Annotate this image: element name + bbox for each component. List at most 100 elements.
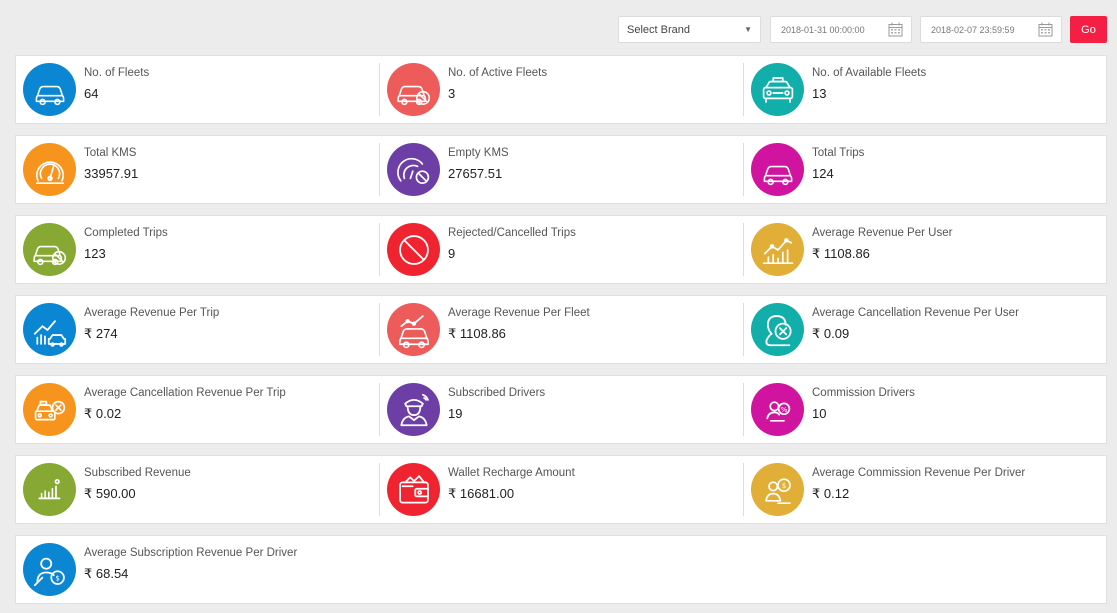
stat-value: ₹ 16681.00 [448, 486, 515, 501]
stat-value: 19 [448, 406, 463, 421]
stat-value: 27657.51 [448, 166, 503, 181]
stat-value: 124 [812, 166, 834, 181]
stats-row: Average Cancellation Revenue Per Trip ₹ 0… [15, 375, 1107, 444]
stat-value: 123 [84, 246, 106, 261]
stat-label: Average Revenue Per Fleet [448, 307, 590, 319]
stat-label: Subscribed Drivers [448, 387, 546, 399]
stat-text: Wallet Recharge Amount ₹ 16681.00 [448, 466, 575, 501]
car-blocked-icon [23, 223, 76, 276]
stat-value: 3 [448, 86, 456, 101]
stats-row: $ Average Subscription Revenue Per Driver… [15, 535, 1107, 604]
go-button[interactable]: Go [1070, 16, 1107, 43]
svg-text:%: % [780, 404, 787, 413]
stat-value: ₹ 1108.86 [812, 246, 870, 261]
stat-text: Rejected/Cancelled Trips 9 [448, 226, 576, 261]
car-trend-icon [387, 303, 440, 356]
stats-row: Subscribed Revenue ₹ 590.00 Wallet Recharg… [15, 455, 1107, 524]
start-date-field[interactable]: 2018-01-31 00:00:00 [770, 16, 912, 43]
stat-text: No. of Fleets 64 [84, 66, 149, 101]
stat-text: Total Trips 124 [812, 146, 864, 181]
stat-value: ₹ 274 [84, 326, 118, 341]
stat-card-rejected-cancelled-trips: Rejected/Cancelled Trips 9 [380, 223, 744, 276]
stat-label: Average Cancellation Revenue Per User [812, 307, 1019, 319]
stat-card-total-kms: Total KMS 33957.91 [16, 143, 380, 196]
stat-value: ₹ 0.12 [812, 486, 850, 501]
stats-grid: No. of Fleets 64 No. of Active Fleets 3 No. … [15, 55, 1107, 613]
calendar-icon[interactable] [1038, 22, 1053, 37]
stat-text: Commission Drivers 10 [812, 386, 915, 421]
stats-row: Average Revenue Per Trip ₹ 274 Average Rev… [15, 295, 1107, 364]
stat-card-average-subscription-revenue-per-driver: $ Average Subscription Revenue Per Driver… [16, 543, 380, 596]
speedometer-blocked-icon [387, 143, 440, 196]
car-blocked-icon [387, 63, 440, 116]
stat-label: Wallet Recharge Amount [448, 467, 575, 479]
stat-text: Average Cancellation Revenue Per User ₹ 0… [812, 306, 1019, 341]
stat-label: No. of Active Fleets [448, 67, 548, 79]
stats-row: No. of Fleets 64 No. of Active Fleets 3 No. … [15, 55, 1107, 124]
stat-card-no-of-available-fleets: No. of Available Fleets 13 [744, 63, 1108, 116]
wallet-icon [387, 463, 440, 516]
stat-card-empty-kms: Empty KMS 27657.51 [380, 143, 744, 196]
stat-label: Rejected/Cancelled Trips [448, 227, 576, 239]
taxi-icon [751, 63, 804, 116]
stat-text: Average Subscription Revenue Per Driver ₹… [84, 546, 297, 581]
stat-text: Average Revenue Per Trip ₹ 274 [84, 306, 219, 341]
stat-card-average-revenue-per-fleet: Average Revenue Per Fleet ₹ 1108.86 [380, 303, 744, 356]
stat-text: No. of Active Fleets 3 [448, 66, 547, 101]
brand-select[interactable]: Select Brand ▼ [618, 16, 761, 43]
driver-subscription-icon: $ [23, 543, 76, 596]
stat-card-total-trips: Total Trips 124 [744, 143, 1108, 196]
stat-card-no-of-active-fleets: No. of Active Fleets 3 [380, 63, 744, 116]
filter-bar: Select Brand ▼ 2018-01-31 00:00:00 2018-… [618, 16, 1107, 43]
stat-value: 64 [84, 86, 99, 101]
stat-label: Average Cancellation Revenue Per Trip [84, 387, 286, 399]
stat-label: Average Revenue Per User [812, 227, 953, 239]
stat-label: Commission Drivers [812, 387, 915, 399]
stat-label: Completed Trips [84, 227, 168, 239]
svg-text:$: $ [781, 481, 786, 490]
stat-card-average-cancellation-revenue-per-trip: Average Cancellation Revenue Per Trip ₹ 0… [16, 383, 380, 436]
start-date-value: 2018-01-31 00:00:00 [781, 24, 865, 35]
stat-label: Average Subscription Revenue Per Driver [84, 547, 298, 559]
stat-card-wallet-recharge-amount: Wallet Recharge Amount ₹ 16681.00 [380, 463, 744, 516]
stat-card-average-revenue-per-user: Average Revenue Per User ₹ 1108.86 [744, 223, 1108, 276]
bar-chart-icon [23, 463, 76, 516]
user-cancel-icon [751, 303, 804, 356]
commission-driver-icon: % [751, 383, 804, 436]
stat-value: 9 [448, 246, 456, 261]
stat-label: Subscribed Revenue [84, 467, 191, 479]
stat-value: ₹ 0.02 [84, 406, 122, 421]
calendar-icon[interactable] [888, 22, 903, 37]
stat-text: Completed Trips 123 [84, 226, 168, 261]
stat-value: ₹ 590.00 [84, 486, 136, 501]
stat-label: Average Revenue Per Trip [84, 307, 220, 319]
stat-value: ₹ 68.54 [84, 566, 129, 581]
stat-label: Empty KMS [448, 147, 509, 159]
stat-text: Total KMS 33957.91 [84, 146, 138, 181]
svg-text:$: $ [55, 574, 59, 582]
stat-text: Subscribed Revenue ₹ 590.00 [84, 466, 191, 501]
stat-label: No. of Fleets [84, 67, 150, 79]
car-icon [23, 63, 76, 116]
end-date-field[interactable]: 2018-02-07 23:59:59 [920, 16, 1062, 43]
stats-row: Completed Trips 123 Rejected/Cancelled Tri… [15, 215, 1107, 284]
stat-value: 33957.91 [84, 166, 139, 181]
blocked-icon [387, 223, 440, 276]
stat-card-average-commission-revenue-per-driver: $ Average Commission Revenue Per Driver ₹ … [744, 463, 1108, 516]
driver-icon [387, 383, 440, 436]
stat-value: ₹ 1108.86 [448, 326, 506, 341]
stat-text: Average Revenue Per Fleet ₹ 1108.86 [448, 306, 590, 341]
speedometer-icon [23, 143, 76, 196]
stat-label: Average Commission Revenue Per Driver [812, 467, 1026, 479]
stat-text: Subscribed Drivers 19 [448, 386, 545, 421]
stat-value: ₹ 0.09 [812, 326, 850, 341]
stat-card-average-cancellation-revenue-per-user: Average Cancellation Revenue Per User ₹ 0… [744, 303, 1108, 356]
stat-card-subscribed-drivers: Subscribed Drivers 19 [380, 383, 744, 436]
stat-text: No. of Available Fleets 13 [812, 66, 926, 101]
stat-card-subscribed-revenue: Subscribed Revenue ₹ 590.00 [16, 463, 380, 516]
stat-value: 13 [812, 86, 827, 101]
stat-card-average-revenue-per-trip: Average Revenue Per Trip ₹ 274 [16, 303, 380, 356]
stat-card-completed-trips: Completed Trips 123 [16, 223, 380, 276]
stat-text: Average Commission Revenue Per Driver ₹ 0… [812, 466, 1025, 501]
end-date-value: 2018-02-07 23:59:59 [931, 24, 1015, 35]
